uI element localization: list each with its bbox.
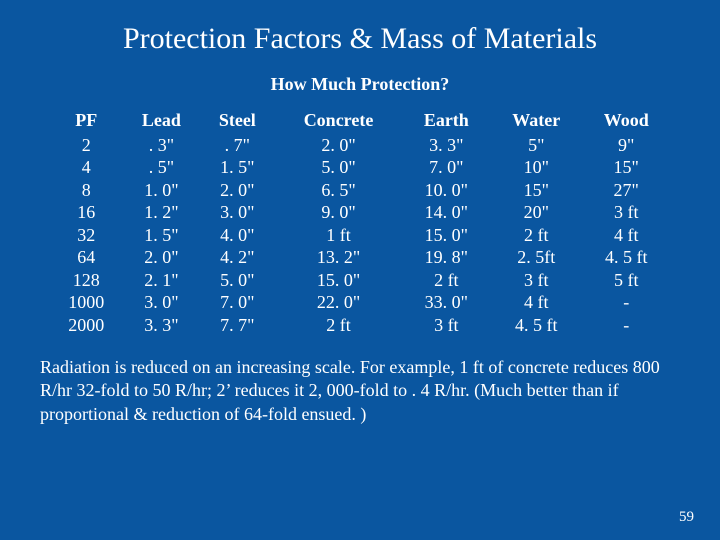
cell: 64	[50, 246, 123, 269]
cell: 128	[50, 269, 123, 292]
cell: 2. 0"	[200, 179, 274, 202]
cell: 3. 0"	[200, 201, 274, 224]
cell: 14. 0"	[403, 201, 490, 224]
cell: 2. 0"	[274, 134, 402, 157]
cell: 2 ft	[490, 224, 582, 247]
cell: 3. 0"	[123, 291, 201, 314]
cell: 22. 0"	[274, 291, 402, 314]
cell: 27"	[582, 179, 670, 202]
cell: 1. 5"	[123, 224, 201, 247]
cell: 1. 2"	[123, 201, 201, 224]
col-pf: PF	[50, 109, 123, 134]
table-header-row: PF Lead Steel Concrete Earth Water Wood	[50, 109, 670, 134]
cell: 6. 5"	[274, 179, 402, 202]
cell: 32	[50, 224, 123, 247]
cell: -	[582, 291, 670, 314]
cell: 15. 0"	[274, 269, 402, 292]
cell: 7. 7"	[200, 314, 274, 337]
cell: 3 ft	[403, 314, 490, 337]
cell: 5 ft	[582, 269, 670, 292]
cell: -	[582, 314, 670, 337]
page-title: Protection Factors & Mass of Materials	[30, 22, 690, 56]
cell: 4 ft	[490, 291, 582, 314]
cell: 13. 2"	[274, 246, 402, 269]
cell: 3 ft	[582, 201, 670, 224]
cell: 4	[50, 156, 123, 179]
cell: . 7"	[200, 134, 274, 157]
cell: 10"	[490, 156, 582, 179]
cell: 4. 2"	[200, 246, 274, 269]
cell: 4. 5 ft	[582, 246, 670, 269]
cell: 16	[50, 201, 123, 224]
cell: 3. 3"	[403, 134, 490, 157]
cell: 2000	[50, 314, 123, 337]
cell: 7. 0"	[403, 156, 490, 179]
cell: 5. 0"	[274, 156, 402, 179]
table-row: 32 1. 5" 4. 0" 1 ft 15. 0" 2 ft 4 ft	[50, 224, 670, 247]
cell: 20"	[490, 201, 582, 224]
table-row: 4 . 5" 1. 5" 5. 0" 7. 0" 10" 15"	[50, 156, 670, 179]
cell: . 3"	[123, 134, 201, 157]
cell: . 5"	[123, 156, 201, 179]
cell: 3. 3"	[123, 314, 201, 337]
cell: 1000	[50, 291, 123, 314]
cell: 2. 5ft	[490, 246, 582, 269]
table-body: 2 . 3" . 7" 2. 0" 3. 3" 5" 9" 4 . 5" 1. …	[50, 134, 670, 337]
table-row: 2000 3. 3" 7. 7" 2 ft 3 ft 4. 5 ft -	[50, 314, 670, 337]
page-subtitle: How Much Protection?	[30, 74, 690, 95]
col-steel: Steel	[200, 109, 274, 134]
col-water: Water	[490, 109, 582, 134]
cell: 2. 0"	[123, 246, 201, 269]
col-earth: Earth	[403, 109, 490, 134]
col-lead: Lead	[123, 109, 201, 134]
cell: 10. 0"	[403, 179, 490, 202]
col-concrete: Concrete	[274, 109, 402, 134]
cell: 9"	[582, 134, 670, 157]
page-number: 59	[679, 509, 694, 526]
cell: 15"	[582, 156, 670, 179]
cell: 2 ft	[403, 269, 490, 292]
cell: 3 ft	[490, 269, 582, 292]
cell: 9. 0"	[274, 201, 402, 224]
cell: 1 ft	[274, 224, 402, 247]
cell: 5"	[490, 134, 582, 157]
cell: 8	[50, 179, 123, 202]
table-row: 2 . 3" . 7" 2. 0" 3. 3" 5" 9"	[50, 134, 670, 157]
cell: 4. 5 ft	[490, 314, 582, 337]
protection-table-wrap: PF Lead Steel Concrete Earth Water Wood …	[50, 109, 670, 336]
cell: 19. 8"	[403, 246, 490, 269]
cell: 15"	[490, 179, 582, 202]
caption-text: Radiation is reduced on an increasing sc…	[40, 356, 680, 426]
protection-table: PF Lead Steel Concrete Earth Water Wood …	[50, 109, 670, 336]
cell: 2. 1"	[123, 269, 201, 292]
cell: 1. 5"	[200, 156, 274, 179]
cell: 2 ft	[274, 314, 402, 337]
cell: 15. 0"	[403, 224, 490, 247]
cell: 33. 0"	[403, 291, 490, 314]
cell: 4. 0"	[200, 224, 274, 247]
table-row: 16 1. 2" 3. 0" 9. 0" 14. 0" 20" 3 ft	[50, 201, 670, 224]
cell: 4 ft	[582, 224, 670, 247]
table-row: 8 1. 0" 2. 0" 6. 5" 10. 0" 15" 27"	[50, 179, 670, 202]
cell: 7. 0"	[200, 291, 274, 314]
table-row: 1000 3. 0" 7. 0" 22. 0" 33. 0" 4 ft -	[50, 291, 670, 314]
cell: 5. 0"	[200, 269, 274, 292]
cell: 1. 0"	[123, 179, 201, 202]
cell: 2	[50, 134, 123, 157]
table-row: 64 2. 0" 4. 2" 13. 2" 19. 8" 2. 5ft 4. 5…	[50, 246, 670, 269]
table-row: 128 2. 1" 5. 0" 15. 0" 2 ft 3 ft 5 ft	[50, 269, 670, 292]
col-wood: Wood	[582, 109, 670, 134]
